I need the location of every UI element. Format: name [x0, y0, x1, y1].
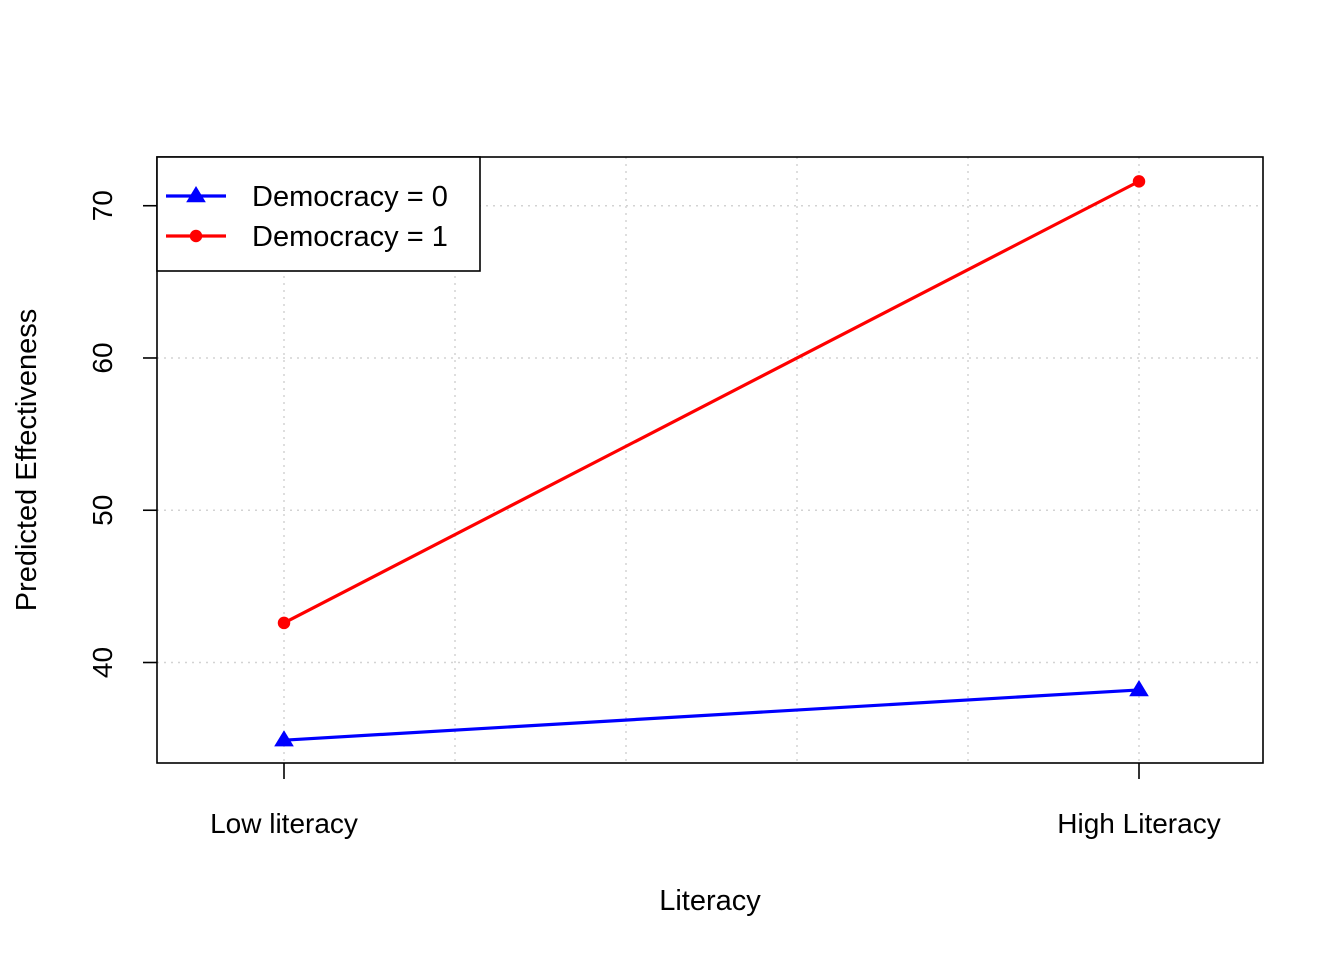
data-point	[1132, 175, 1146, 188]
series-line	[283, 688, 1140, 742]
data-point	[1129, 679, 1149, 697]
series-line	[283, 179, 1140, 625]
legend-label: Democracy = 1	[252, 221, 448, 253]
y-tick-label: 70	[87, 190, 118, 221]
plot-frame	[156, 156, 1264, 764]
legend-item-0: Democracy = 0	[166, 181, 448, 213]
legend-label: Democracy = 0	[252, 181, 448, 213]
series-layer	[274, 175, 1149, 747]
y-tick-label: 60	[87, 342, 118, 373]
data-point	[274, 730, 294, 747]
legend: Democracy = 0 Democracy = 1	[156, 156, 481, 272]
series-0	[274, 679, 1149, 747]
data-point	[277, 616, 291, 630]
x-tick-label: Low literacy	[210, 808, 358, 839]
x-axis-label: Literacy	[659, 885, 761, 917]
y-axis: 40 50 60 70	[87, 190, 157, 678]
y-tick-label: 50	[87, 495, 118, 526]
series-1	[277, 175, 1146, 630]
legend-marker	[186, 186, 206, 203]
legend-marker	[189, 229, 203, 243]
x-tick-label: High Literacy	[1057, 808, 1220, 839]
grid	[157, 157, 1263, 763]
legend-box	[156, 156, 481, 272]
y-tick-label: 40	[87, 647, 118, 678]
y-axis-label: Predicted Effectiveness	[11, 309, 43, 612]
x-axis: Low literacy High Literacy	[210, 763, 1221, 839]
legend-item-1: Democracy = 1	[166, 221, 448, 253]
